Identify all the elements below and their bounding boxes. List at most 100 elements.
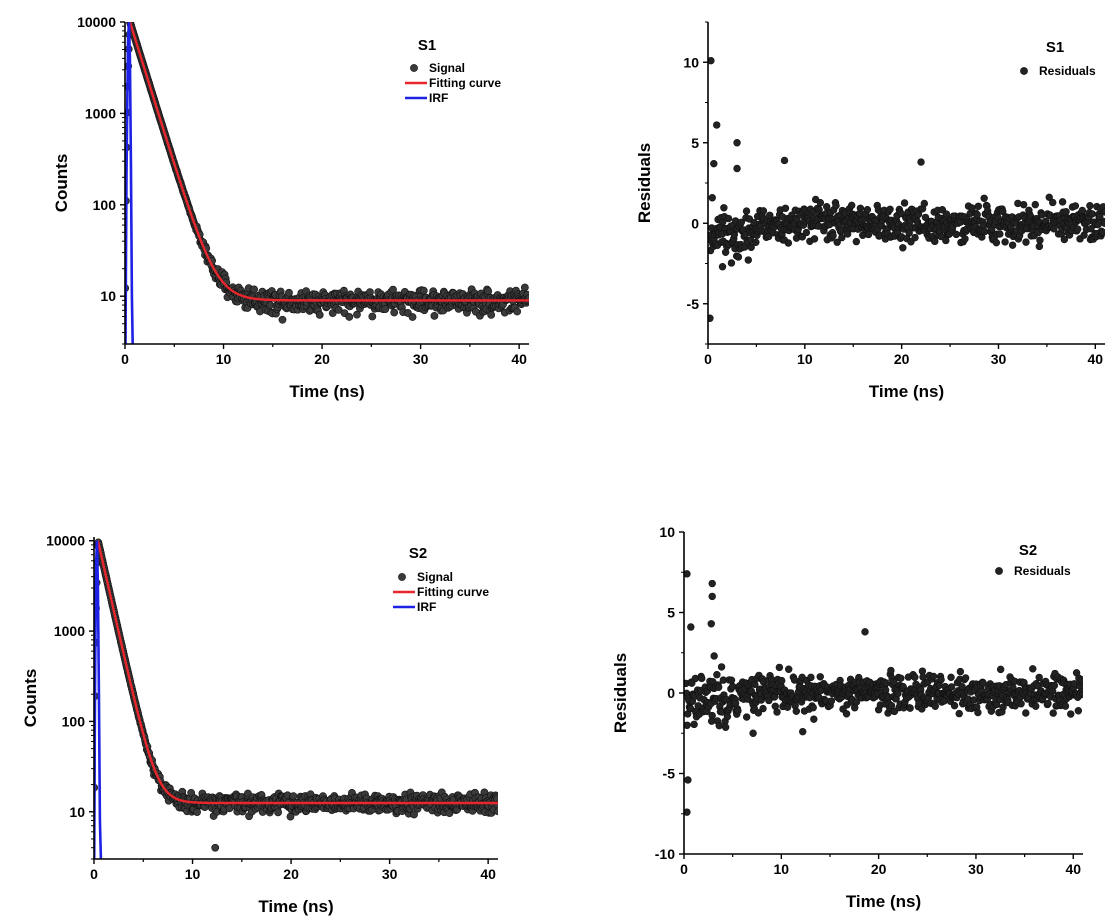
y-tick-label: 5	[691, 135, 699, 151]
residual-point	[727, 676, 736, 684]
residual-point	[742, 713, 751, 721]
x-tick-label: 30	[991, 351, 1007, 367]
residual-point	[1078, 206, 1087, 215]
residual-point	[708, 592, 716, 601]
legend-label: Signal	[429, 61, 465, 75]
x-tick-label: 30	[968, 861, 984, 877]
residual-point	[950, 701, 959, 710]
residual-point	[1044, 699, 1052, 708]
axes: 0 10 20 30 40 10 100 1000 10000	[46, 533, 498, 882]
residual-point	[816, 673, 824, 681]
x-axis-label: Time (ns)	[289, 382, 364, 401]
signal-point	[345, 313, 354, 321]
y-tick-label: 10000	[77, 14, 116, 30]
residual-point	[882, 679, 890, 687]
irf-line	[125, 22, 134, 344]
signal-point	[484, 287, 493, 296]
residual-point	[1019, 200, 1028, 209]
residual-point	[775, 663, 784, 672]
residual-point	[1022, 709, 1030, 717]
residual-point	[952, 230, 960, 239]
signal-point	[390, 308, 399, 317]
y-tick-label: -5	[687, 296, 700, 312]
residual-point	[1071, 202, 1080, 210]
x-axis-label: Time (ns)	[846, 892, 921, 911]
signal-point	[334, 305, 343, 314]
signal-point	[274, 808, 282, 817]
signal-point	[410, 810, 418, 819]
residual-point	[1061, 702, 1070, 710]
signal-point	[211, 843, 220, 852]
signal-point	[513, 307, 522, 316]
legend-marker-signal	[410, 64, 418, 72]
residual-point	[1098, 228, 1105, 236]
residual-point	[996, 230, 1004, 238]
residual-point	[1032, 702, 1040, 710]
residual-point	[1088, 210, 1096, 218]
residual-point	[897, 674, 905, 682]
y-tick-label: 1000	[85, 105, 116, 121]
x-tick-label: 40	[1088, 351, 1104, 367]
residual-point	[687, 623, 695, 631]
legend-label: Residuals	[1039, 64, 1096, 78]
s1-residuals-chart: 0 10 20 30 40 -5 0 5 10 Time (ns) Residuals S1 Resid…	[635, 21, 1105, 401]
residual-point	[900, 199, 909, 207]
residual-point	[992, 238, 1001, 247]
residual-point	[1049, 198, 1057, 207]
signal-point	[487, 310, 496, 319]
residual-point	[1086, 202, 1094, 210]
residual-point	[1045, 193, 1053, 202]
residual-point	[684, 570, 691, 578]
signal-point	[266, 301, 274, 309]
x-tick-label: 0	[121, 351, 129, 367]
y-tick-label: 100	[62, 713, 86, 729]
residual-point	[747, 243, 755, 252]
s1-decay-panel: 0 10 20 30 40 10 100 1000 10000 Time (ns) Counts S1…	[0, 0, 540, 420]
y-tick-label: 1000	[54, 623, 85, 639]
fitting-curve-line	[96, 540, 498, 805]
chart-title: S1	[1046, 39, 1064, 56]
residual-point	[744, 256, 752, 264]
residual-point	[781, 204, 790, 212]
irf-line	[94, 540, 103, 859]
s2-residuals-panel: 0 10 20 30 40 -10 -5 0 5 10 Time (ns) Residuals S2 Re…	[560, 510, 1115, 918]
signal-point	[419, 286, 428, 295]
plot-area	[94, 538, 498, 859]
residual-point	[833, 238, 841, 246]
residual-point	[973, 211, 981, 219]
residual-point	[956, 667, 965, 676]
y-tick-label: 10	[683, 54, 699, 70]
residual-point	[1008, 241, 1017, 249]
signal-point	[289, 792, 298, 801]
residual-point	[947, 683, 956, 691]
legend-marker-residuals	[1020, 67, 1028, 75]
s2-decay-panel: 0 10 20 30 40 10 100 1000 10000 Time (ns) Counts S2…	[0, 510, 520, 918]
legend-label: Fitting curve	[429, 76, 501, 90]
residual-point	[829, 231, 837, 240]
residual-point	[816, 198, 825, 207]
residual-point	[823, 203, 831, 211]
s1-residuals-panel: 0 10 20 30 40 -5 0 5 10 Time (ns) Residuals S1 Resid…	[560, 0, 1115, 420]
residual-point	[773, 708, 781, 716]
residual-point	[1074, 707, 1083, 715]
residual-point	[710, 652, 718, 660]
signal-point	[193, 808, 201, 817]
legend-label: IRF	[417, 600, 436, 614]
residual-point	[778, 676, 786, 685]
x-tick-label: 10	[216, 351, 232, 367]
y-tick-label: -5	[663, 766, 676, 782]
residual-point	[780, 156, 789, 165]
residual-point	[742, 207, 751, 215]
s2-residuals-chart: 0 10 20 30 40 -10 -5 0 5 10 Time (ns) Residuals S2 Re…	[611, 524, 1083, 911]
signal-point	[408, 313, 417, 321]
s1-decay-chart: 0 10 20 30 40 10 100 1000 10000 Time (ns) Counts S1…	[52, 14, 529, 401]
residual-point	[894, 689, 902, 698]
signal-point	[250, 285, 258, 294]
residual-point	[1009, 683, 1017, 692]
y-axis-label: Residuals	[635, 143, 654, 223]
x-tick-label: 10	[774, 861, 790, 877]
residual-point	[864, 230, 873, 239]
residual-point	[1049, 709, 1057, 717]
residual-point	[1062, 208, 1070, 216]
residual-point	[832, 201, 840, 210]
